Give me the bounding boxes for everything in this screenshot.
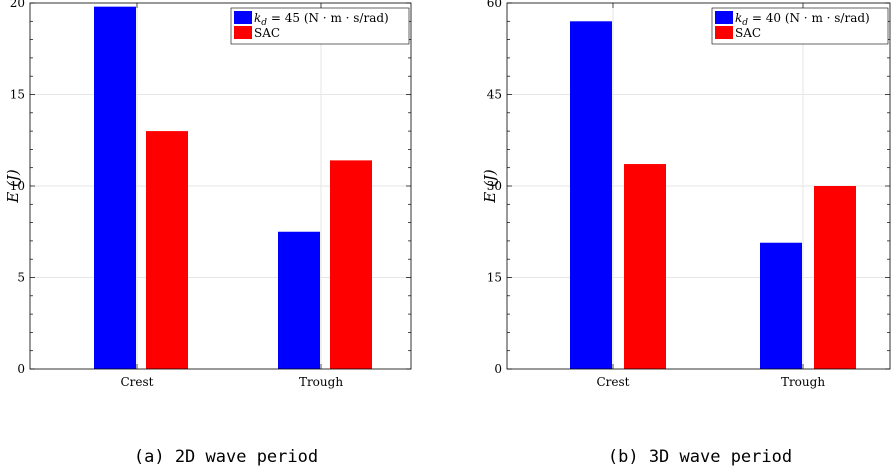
- legend: kd = 45 (N · m · s/rad)SAC: [230, 7, 410, 45]
- legend-label: kd = 40 (N · m · s/rad): [735, 11, 870, 28]
- y-tick-label: 60: [487, 0, 502, 10]
- legend-swatch: [234, 11, 252, 24]
- legend-label: kd = 45 (N · m · s/rad): [254, 11, 389, 28]
- bar-sac-crest: [146, 131, 188, 369]
- bar-k_d-trough: [278, 231, 320, 369]
- y-tick-label: 45: [487, 88, 502, 102]
- legend-label: SAC: [254, 26, 280, 40]
- x-tick-label-crest: Crest: [597, 375, 630, 389]
- y-tick-label: 0: [494, 362, 502, 376]
- y-axis-label: E (J): [4, 169, 22, 204]
- y-tick-label: 15: [10, 88, 25, 102]
- legend-swatch: [715, 26, 733, 39]
- bar-k_d-trough: [760, 242, 802, 369]
- bar-sac-trough: [330, 160, 372, 369]
- y-tick-label: 5: [17, 271, 25, 285]
- legend-box: [711, 7, 889, 45]
- bar-sac-trough: [814, 186, 856, 369]
- y-tick-label: 15: [487, 271, 502, 285]
- figure-caption: (a) 2D wave period: [134, 447, 318, 467]
- x-tick-label-crest: Crest: [121, 375, 154, 389]
- x-tick-label-trough: Trough: [299, 375, 343, 389]
- y-tick-label: 20: [10, 0, 25, 10]
- y-tick-label: 10: [10, 179, 25, 193]
- chart-panel-2: 0 15 30 45 60 Crest Trough E (J) kd = 40 (N · m …: [481, 0, 891, 467]
- legend-box: [230, 7, 410, 45]
- legend: kd = 40 (N · m · s/rad)SAC: [711, 7, 889, 45]
- y-axis-label: E (J): [481, 169, 499, 204]
- bar-k_d-crest: [570, 21, 612, 370]
- chart-panel-1: 0 5 10 15 20 Crest Trough E (J) kd = 45 (N · m ·…: [4, 0, 412, 467]
- legend-label: SAC: [735, 26, 761, 40]
- legend-swatch: [715, 11, 733, 24]
- bar-sac-crest: [624, 164, 666, 369]
- figure-caption: (b) 3D wave period: [608, 447, 792, 467]
- bar-k_d-crest: [94, 6, 136, 369]
- x-tick-label-trough: Trough: [781, 375, 825, 389]
- legend-swatch: [234, 26, 252, 39]
- y-tick-label: 30: [487, 179, 502, 193]
- y-tick-label: 0: [17, 362, 25, 376]
